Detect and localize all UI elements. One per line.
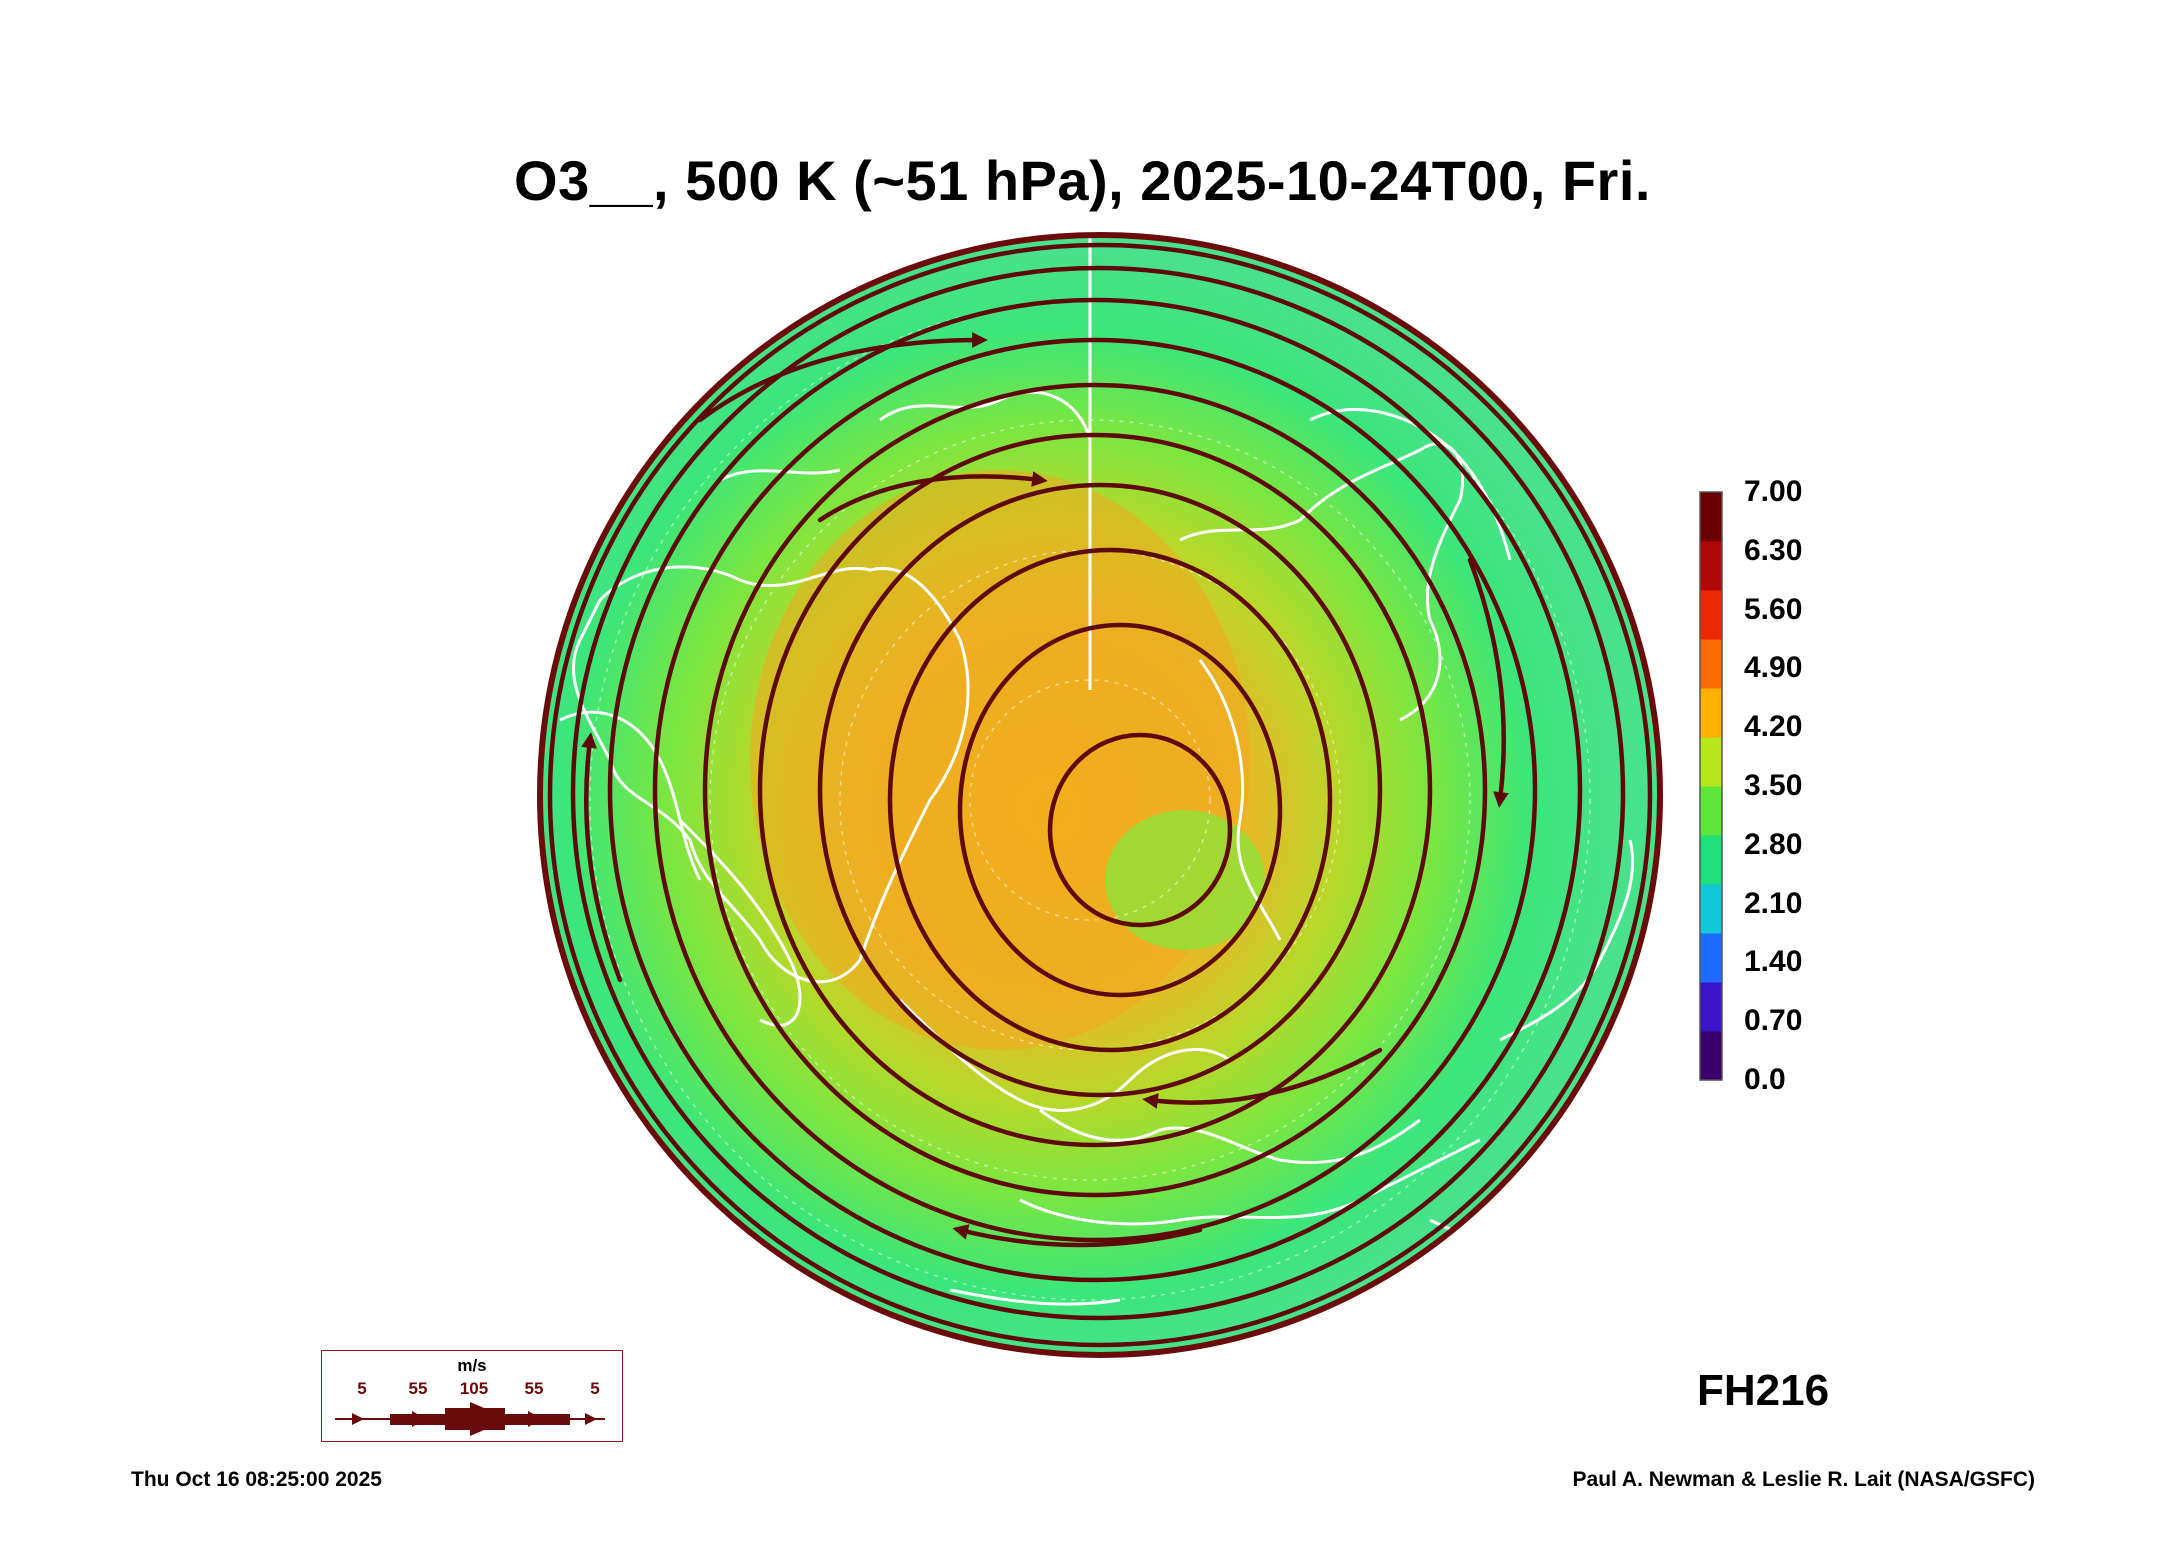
colorbar-tick-label: 2.80 [1744,827,1803,861]
wind-legend-tick: 5 [357,1379,367,1398]
wind-legend-tick: 5 [590,1379,600,1398]
map-outline [537,232,1663,1358]
colorbar-tick-label: 1.40 [1744,945,1803,979]
colorbar-segment [1700,492,1722,542]
timestamp-label: Thu Oct 16 08:25:00 2025 [131,1468,382,1491]
coastlines [559,390,1635,1306]
colorbar-tick-label: 7.00 [1744,475,1803,508]
colorbar-segment [1700,688,1722,738]
wind-legend-tick: 55 [408,1379,428,1398]
colorbar [1699,491,1723,1081]
colorbar-tick-label: 6.30 [1744,533,1803,567]
colorbar-segment [1700,590,1722,640]
wind-speed-legend-arrow [335,1402,605,1436]
colorbar-segment [1700,541,1722,591]
colorbar-tick-label: 0.70 [1744,1004,1803,1038]
colorbar-tick-label: 0.0 [1744,1063,1786,1096]
colorbar-outline [1699,491,1723,1081]
ozone-local-minimum [1105,810,1265,950]
colorbar-segment [1700,639,1722,689]
credit-label: Paul A. Newman & Leslie R. Lait (NASA/GS… [1572,1468,2035,1491]
colorbar-segment [1700,884,1722,934]
colorbar-tick-label: 4.90 [1744,651,1803,685]
map-title: O3__, 500 K (~51 hPa), 2025-10-24T00, Fr… [514,149,1651,212]
colorbar-segment [1700,982,1722,1032]
wind-legend-unit: m/s [457,1356,487,1375]
colorbar-segment [1700,786,1722,836]
wind-legend: m/s 5 55 105 55 5 [321,1350,623,1442]
colorbar-segment [1700,1031,1722,1081]
wind-streamlines [547,242,1653,1348]
colorbar-tick-label: 4.20 [1744,710,1803,744]
wind-legend-tick: 55 [524,1379,544,1398]
colorbar-tick-label: 5.60 [1744,592,1803,626]
colorbar-segment [1700,933,1722,983]
colorbar-segment [1700,737,1722,787]
wind-legend-tick: 105 [459,1379,489,1398]
forecast-hour-label: FH216 [1697,1366,1830,1415]
ozone-maximum-region [750,470,1250,1050]
colorbar-segment [1700,835,1722,885]
colorbar-tick-label: 2.10 [1744,886,1803,920]
colorbar-tick-label: 3.50 [1744,769,1803,802]
